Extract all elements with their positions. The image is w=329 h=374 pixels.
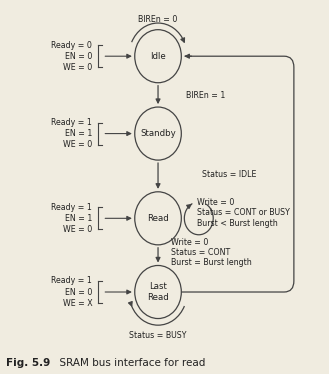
Text: WE = X: WE = X — [63, 298, 92, 307]
Text: Idle: Idle — [150, 52, 166, 61]
Text: EN = 1: EN = 1 — [65, 129, 92, 138]
Text: Ready = 0: Ready = 0 — [52, 41, 92, 50]
Text: EN = 1: EN = 1 — [65, 214, 92, 223]
Text: BIREn = 1: BIREn = 1 — [186, 91, 225, 100]
Text: Ready = 1: Ready = 1 — [52, 203, 92, 212]
Text: Write = 0
Status = CONT
Burst = Burst length: Write = 0 Status = CONT Burst = Burst le… — [171, 238, 252, 267]
Text: Status = BUSY: Status = BUSY — [129, 331, 187, 340]
Text: WE = 0: WE = 0 — [63, 140, 92, 149]
Circle shape — [135, 192, 181, 245]
Text: Status = IDLE: Status = IDLE — [202, 169, 256, 179]
Text: Fig. 5.9: Fig. 5.9 — [6, 358, 50, 368]
Circle shape — [135, 266, 181, 319]
Text: BIREn = 0: BIREn = 0 — [138, 15, 178, 24]
Text: SRAM bus interface for read: SRAM bus interface for read — [53, 358, 205, 368]
Text: WE = 0: WE = 0 — [63, 225, 92, 234]
Circle shape — [135, 30, 181, 83]
Text: Ready = 1: Ready = 1 — [52, 118, 92, 127]
Text: Write = 0
Status = CONT or BUSY
Burst < Burst length: Write = 0 Status = CONT or BUSY Burst < … — [197, 198, 290, 228]
Text: Read: Read — [147, 214, 169, 223]
Text: EN = 0: EN = 0 — [65, 52, 92, 61]
Text: Ready = 1: Ready = 1 — [52, 276, 92, 285]
Circle shape — [135, 107, 181, 160]
Text: Last
Read: Last Read — [147, 282, 169, 302]
Text: EN = 0: EN = 0 — [65, 288, 92, 297]
Text: Standby: Standby — [140, 129, 176, 138]
Text: WE = 0: WE = 0 — [63, 63, 92, 72]
